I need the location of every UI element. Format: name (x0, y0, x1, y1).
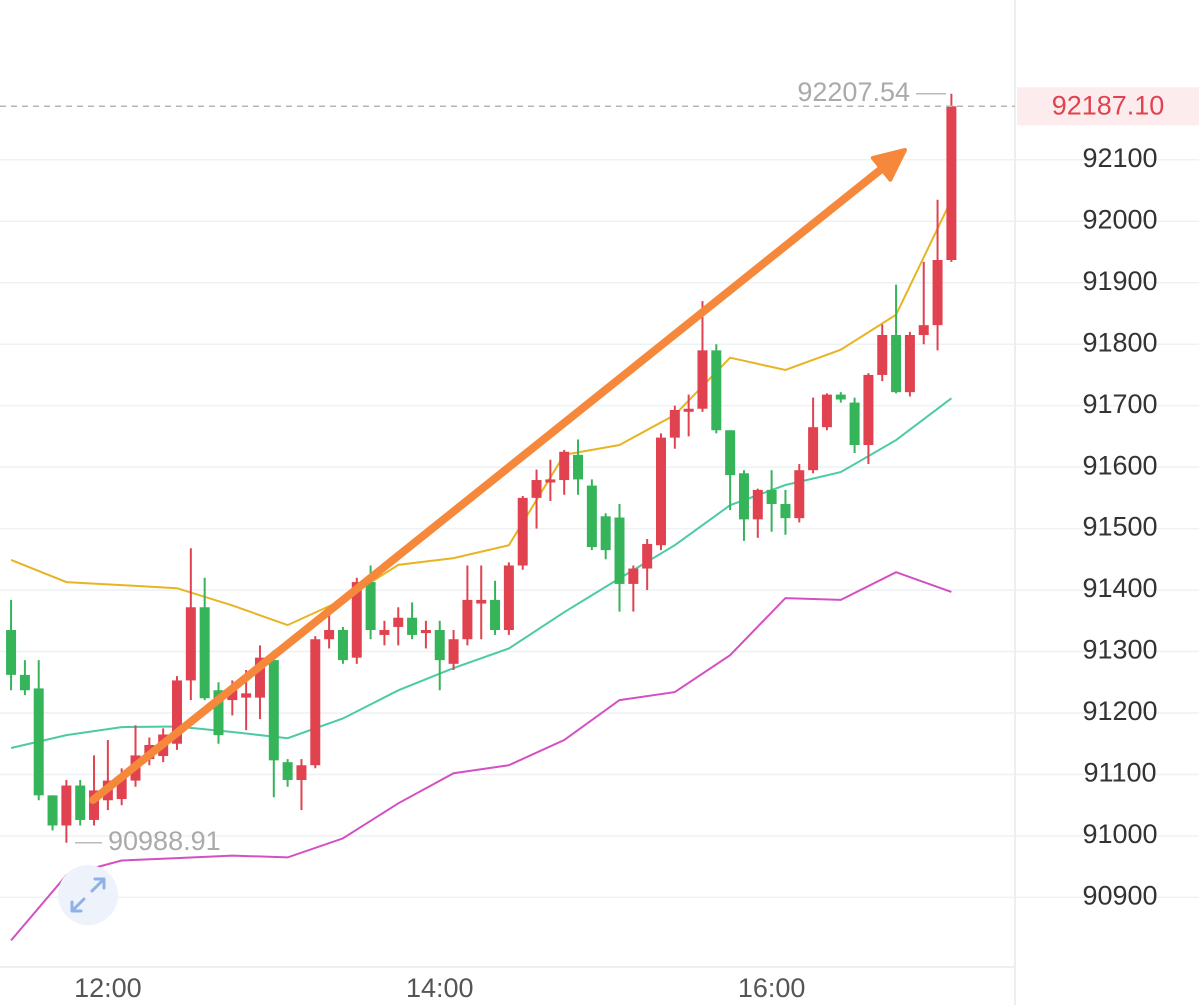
candle-body (213, 690, 224, 736)
candle-body (296, 765, 307, 780)
x-tick-label: 14:00 (406, 973, 474, 1003)
candle-body (573, 454, 584, 480)
candle-body (503, 565, 514, 631)
candle-body (476, 599, 487, 604)
candle-body (877, 334, 888, 375)
candle-body (697, 350, 708, 409)
candle-body (711, 350, 722, 431)
candle-body (849, 402, 860, 446)
y-tick-label: 91800 (1082, 327, 1157, 357)
y-tick-label: 91100 (1083, 758, 1156, 788)
candle-body (835, 394, 846, 400)
candles (6, 93, 957, 843)
trend-arrow (89, 148, 907, 804)
candle-body (531, 480, 542, 498)
arrow-shaft (89, 163, 888, 804)
candle-body (61, 785, 72, 826)
candle-body (337, 630, 348, 661)
candle-body (766, 489, 777, 505)
y-tick-label: 91300 (1082, 635, 1157, 665)
labels: 90900 91000 91100 91200 91300 91400 91500 91600… (0, 77, 1199, 1003)
candle-body (310, 639, 321, 766)
candle-body (932, 259, 943, 326)
candle-body (559, 451, 570, 481)
candle-body (725, 430, 736, 476)
x-tick-label: 16:00 (738, 973, 806, 1003)
candle-body (282, 762, 293, 780)
y-tick-label: 91700 (1082, 389, 1157, 419)
indicator-line (10, 199, 953, 627)
min-label: 90988.91 (108, 826, 221, 856)
candle-body (614, 517, 625, 584)
candle-body (863, 374, 874, 446)
y-tick-label: 91500 (1082, 512, 1157, 542)
candle-body (683, 408, 694, 412)
candle-body (268, 660, 279, 761)
y-tick-label: 91000 (1082, 819, 1157, 849)
candle-body (642, 543, 653, 569)
candle-body (6, 630, 17, 675)
grid (0, 159, 1199, 899)
candle-body (75, 785, 86, 820)
y-tick-label: 91400 (1082, 573, 1157, 603)
expand-button[interactable] (58, 865, 118, 925)
x-tick-label: 12:00 (74, 973, 142, 1003)
candle-body (655, 437, 666, 546)
candle-body (185, 607, 196, 681)
candle-body (794, 470, 805, 519)
candle-body (448, 639, 459, 664)
candle-body (808, 427, 819, 471)
candle-body (891, 334, 902, 393)
candle-body (946, 106, 957, 260)
candle-body (379, 630, 390, 635)
arrow-head (870, 148, 907, 182)
candle-body (33, 688, 44, 796)
candle-body (586, 485, 597, 548)
y-tick-label: 90900 (1082, 881, 1157, 911)
candle-body (462, 599, 473, 640)
candle-body (407, 617, 418, 635)
candle-body (420, 630, 431, 634)
candle-body (545, 479, 556, 483)
expand-icon[interactable] (70, 877, 106, 913)
candle-body (821, 394, 832, 428)
candle-body (365, 582, 376, 631)
candle-body (89, 790, 100, 820)
y-tick-label: 92000 (1082, 204, 1157, 234)
candle-body (904, 334, 915, 393)
candle-body (738, 473, 749, 520)
y-tick-label: 91200 (1082, 696, 1157, 726)
y-tick-label: 92100 (1082, 143, 1157, 173)
indicator-line (10, 571, 952, 942)
candle-body (241, 693, 252, 698)
candle-body (351, 582, 362, 658)
candle-body (600, 516, 611, 551)
candle-body (172, 680, 183, 744)
candle-body (199, 607, 210, 699)
expand-bg[interactable] (58, 865, 118, 925)
candle-body (227, 690, 238, 701)
y-tick-label: 91600 (1082, 450, 1157, 480)
candle-body (116, 777, 127, 800)
candle-body (393, 617, 404, 627)
y-tick-label: 91900 (1082, 266, 1157, 296)
max-label: 92207.54 (797, 77, 910, 107)
candle-body (47, 795, 58, 826)
candle-body (434, 630, 445, 661)
candle-body (324, 630, 335, 640)
candle-body (19, 674, 30, 691)
candle-body (628, 568, 639, 584)
candle-body (254, 657, 265, 698)
last-price-label: 92187.10 (1052, 90, 1165, 120)
candle-body (918, 325, 929, 335)
last-price-bg (1017, 87, 1199, 126)
candle-body (669, 409, 680, 438)
candle-body (780, 504, 791, 519)
candle-body (517, 497, 528, 566)
candle-body (490, 599, 501, 631)
candle-body (752, 489, 763, 520)
